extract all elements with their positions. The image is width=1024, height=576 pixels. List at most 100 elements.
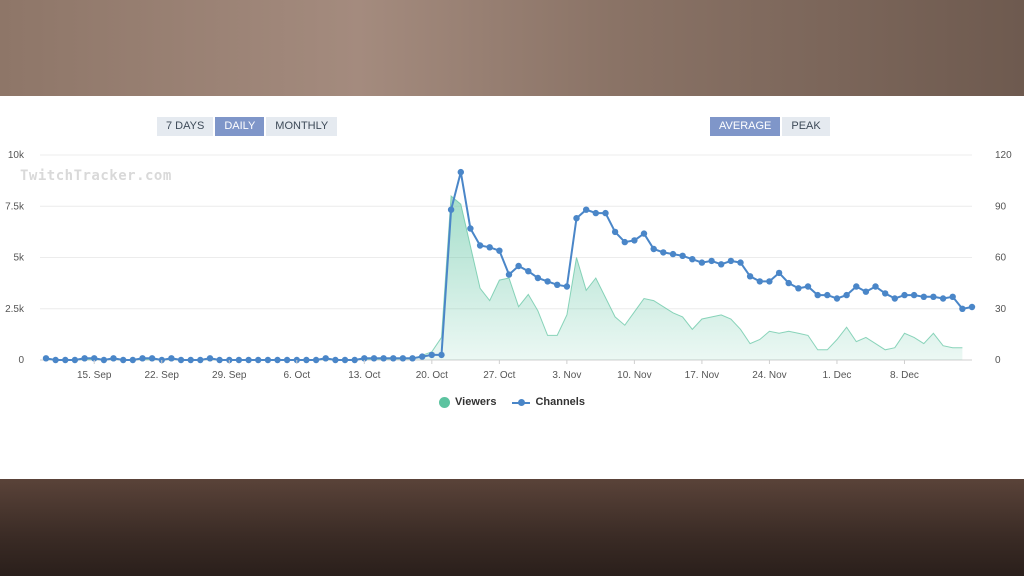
y-left-tick-label: 7.5k (5, 201, 25, 212)
legend-label-channels: Channels (535, 396, 585, 408)
channels-point (621, 238, 628, 246)
background-top (0, 0, 1024, 96)
y-right-tick-label: 90 (995, 201, 1007, 212)
legend-item-channels[interactable]: Channels (512, 396, 585, 408)
channels-point (52, 356, 59, 364)
channels-point (62, 356, 69, 364)
y-right-tick-label: 0 (995, 355, 1001, 366)
channels-point (428, 351, 435, 359)
chart-panel: 7 DAYS DAILY MONTHLY AVERAGE PEAK Twitch… (0, 96, 1024, 479)
channels-point (177, 356, 185, 364)
channels-point (341, 356, 349, 364)
range-button-7-days[interactable]: 7 DAYS (157, 117, 214, 136)
channels-point (120, 356, 127, 364)
background-bottom (0, 479, 1024, 576)
y-right-tick-label: 120 (995, 150, 1012, 161)
x-tick-label: 29. Sep (212, 370, 247, 381)
x-tick-label: 24. Nov (752, 370, 786, 381)
mode-toggle-group: AVERAGE PEAK (710, 117, 830, 136)
channels-point (708, 257, 715, 265)
channels-point (968, 303, 976, 311)
range-button-monthly[interactable]: MONTHLY (266, 117, 338, 136)
channels-point (447, 206, 455, 213)
channels-point (322, 355, 329, 362)
channels-point (563, 283, 571, 290)
channels-point (129, 356, 136, 364)
channels-point (843, 291, 850, 299)
channels-point (650, 245, 657, 253)
channels-legend-line-icon (512, 397, 531, 408)
channels-point (110, 355, 117, 362)
channels-point (419, 353, 426, 360)
x-tick-label: 8. Dec (890, 370, 919, 381)
channels-point (168, 355, 175, 362)
channels-point (438, 351, 445, 359)
y-right-tick-label: 60 (995, 253, 1007, 264)
channels-point (573, 215, 580, 222)
channels-point (332, 356, 339, 364)
x-tick-label: 3. Nov (552, 370, 581, 381)
channels-point (814, 291, 821, 299)
channels-point (910, 291, 918, 299)
channels-point (766, 278, 773, 285)
y-left-tick-label: 2.5k (5, 304, 25, 315)
mode-button-average[interactable]: AVERAGE (710, 117, 781, 136)
channels-point (91, 355, 98, 362)
channels-point (148, 355, 156, 362)
channels-point (187, 356, 194, 364)
channels-point (833, 295, 841, 302)
x-tick-label: 6. Oct (283, 370, 310, 381)
channels-point (71, 356, 79, 364)
channels-line-layer (42, 168, 976, 364)
channels-point (467, 225, 474, 232)
channels-point (795, 285, 802, 292)
channels-point (351, 356, 358, 364)
chart-legend: Viewers Channels (0, 396, 1024, 408)
channels-point (901, 291, 908, 299)
channels-point (139, 355, 146, 362)
channels-point (949, 293, 956, 300)
channels-point (245, 356, 252, 364)
range-button-daily[interactable]: DAILY (215, 117, 265, 136)
channels-point (264, 356, 272, 364)
channels-point (689, 256, 696, 263)
x-tick-label: 17. Nov (685, 370, 719, 381)
channels-point (235, 356, 243, 364)
channels-point (698, 259, 706, 266)
channels-point (361, 355, 368, 362)
viewers-area (46, 196, 963, 360)
channels-point (554, 281, 561, 288)
viewers-area-layer (46, 194, 963, 361)
x-tick-label: 10. Nov (617, 370, 651, 381)
channels-point (303, 356, 310, 364)
channels-point (737, 259, 744, 266)
channels-point (882, 290, 889, 297)
y-left-tick-label: 5k (13, 253, 25, 264)
channels-point (100, 356, 108, 364)
channels-point (853, 283, 860, 290)
legend-item-viewers[interactable]: Viewers (439, 396, 496, 408)
channels-point (216, 356, 223, 364)
channels-point (525, 268, 532, 275)
channels-point (505, 271, 513, 278)
mode-button-peak[interactable]: PEAK (782, 117, 830, 136)
channels-point (930, 293, 937, 300)
channels-point (640, 230, 648, 237)
range-toggle-group: 7 DAYS DAILY MONTHLY (157, 117, 338, 136)
channels-point (42, 355, 50, 362)
channels-point (727, 257, 735, 265)
viewers-area-outline (46, 194, 963, 361)
channels-point (775, 269, 783, 277)
channels-point (457, 168, 464, 176)
channels-point (486, 244, 493, 251)
channels-point (81, 355, 88, 362)
channels-point (534, 274, 542, 282)
viewers-legend-dot-icon (439, 396, 451, 408)
channels-point (496, 247, 503, 254)
y-left-tick-label: 0 (18, 355, 24, 366)
channels-point (804, 283, 812, 290)
channels-point (583, 206, 590, 213)
channels-point (283, 356, 291, 364)
axis-labels-layer: 0 0 2.5k 30 5k 60 7.5k 90 10k 120 15. Sep 22. Sep 29… (5, 150, 1012, 381)
x-tick-label: 20. Oct (416, 370, 448, 381)
